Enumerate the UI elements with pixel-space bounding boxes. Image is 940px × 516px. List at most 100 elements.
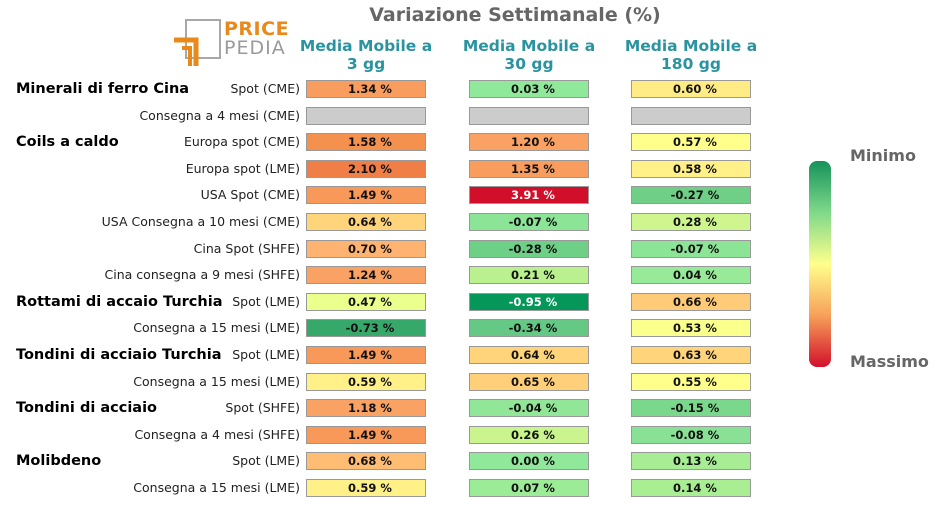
column-header-line2: 30 gg	[504, 55, 554, 73]
value-text: 0.66 %	[673, 294, 717, 309]
row-label: Consegna a 15 mesi (LME)	[133, 480, 300, 495]
value-text: 1.58 %	[348, 135, 392, 150]
value-cell	[306, 106, 426, 125]
value-text: 1.49 %	[348, 188, 392, 203]
value-text: -0.07 %	[670, 241, 720, 256]
row-label: Spot (LME)	[232, 347, 300, 362]
row-label: Consegna a 15 mesi (LME)	[133, 320, 300, 336]
value-cell: 0.59 %	[306, 479, 426, 497]
value-text: 1.34 %	[348, 82, 392, 96]
row-label: Spot (SHFE)	[225, 400, 300, 416]
column-header-line1: Media Mobile a	[624, 37, 758, 55]
value-text: 1.35 %	[511, 161, 555, 176]
column-header-line1: Media Mobile a	[299, 37, 433, 55]
value-text: 0.00 %	[511, 454, 555, 469]
row-label: Europa spot (CME)	[183, 134, 300, 150]
value-text: 0.03 %	[511, 82, 555, 96]
value-text: 1.49 %	[348, 427, 392, 442]
value-text: 0.21 %	[511, 268, 555, 283]
row-label: USA Consegna a 10 mesi (CME)	[101, 214, 300, 229]
value-cell: 0.00 %	[469, 452, 589, 471]
value-text: 0.65 %	[511, 374, 555, 389]
value-cell: 0.64 %	[306, 213, 426, 231]
column-header-2: Media Mobile a 30 gg	[454, 37, 604, 73]
value-text: 0.64 %	[511, 348, 555, 362]
row-label: Spot (LME)	[232, 293, 300, 309]
row-label: Consegna a 15 mesi (LME)	[133, 373, 300, 389]
value-cell: -0.95 %	[469, 292, 589, 311]
value-text: 0.64 %	[348, 215, 392, 229]
value-text: -0.15 %	[670, 401, 720, 416]
value-cell: 0.13 %	[631, 452, 751, 471]
value-text: 1.24 %	[348, 268, 392, 283]
value-text: 0.04 %	[673, 268, 717, 283]
value-cell: 0.28 %	[631, 213, 751, 231]
value-cell: -0.08 %	[631, 425, 751, 444]
row-label: Consegna a 4 mesi (CME)	[139, 107, 300, 123]
value-text: 0.57 %	[673, 135, 717, 150]
group-label: Molibdeno	[16, 453, 102, 470]
value-text: 0.14 %	[673, 481, 717, 495]
value-cell: 0.59 %	[306, 372, 426, 391]
value-text: -0.34 %	[508, 321, 558, 336]
value-text: -0.73 %	[345, 321, 395, 336]
row-label: USA Spot (CME)	[200, 187, 300, 203]
value-text: -0.95 %	[508, 294, 558, 309]
value-cell: 0.65 %	[469, 372, 589, 391]
value-cell: -0.73 %	[306, 319, 426, 338]
row-label: Cina Spot (SHFE)	[193, 240, 300, 256]
value-cell: 0.21 %	[469, 266, 589, 285]
logo-word-price: PRICE	[224, 18, 290, 40]
row-label: Europa spot (LME)	[185, 160, 300, 176]
value-cell: 1.49 %	[306, 186, 426, 205]
value-text: 1.18 %	[348, 401, 392, 416]
column-header-line1: Media Mobile a	[462, 37, 596, 55]
row-label: Consegna a 4 mesi (SHFE)	[134, 426, 300, 442]
chart-title: Variazione Settimanale (%)	[369, 4, 661, 26]
column-header-line2: 180 gg	[661, 55, 721, 73]
group-label: Rottami di accaio Turchia	[16, 293, 223, 310]
value-text: 0.63 %	[673, 348, 717, 362]
value-cell: 3.91 %	[469, 186, 589, 205]
group-label: Tondini di acciaio Turchia	[16, 347, 222, 363]
value-cell: 1.49 %	[306, 346, 426, 364]
value-cell	[469, 106, 589, 125]
value-text: 1.20 %	[511, 135, 555, 150]
value-cell: 0.66 %	[631, 292, 751, 311]
logo-mark-icon	[174, 19, 221, 66]
value-cell: 1.49 %	[306, 425, 426, 444]
pricepedia-logo: PRICE PEDIA	[172, 18, 292, 70]
column-header-3: Media Mobile a 180 gg	[616, 37, 766, 73]
value-cell: 0.14 %	[631, 479, 751, 497]
group-label: Tondini di acciaio	[16, 400, 157, 417]
legend-minimo-label: Minimo	[850, 146, 916, 165]
value-text: 0.59 %	[348, 481, 392, 495]
value-cell: 0.26 %	[469, 425, 589, 444]
value-text: 0.07 %	[511, 481, 555, 495]
value-text: 0.59 %	[348, 374, 392, 389]
value-cell: 0.47 %	[306, 292, 426, 311]
logo-word-pedia: PEDIA	[224, 37, 286, 59]
row-label: Spot (LME)	[232, 453, 300, 469]
value-cell: 0.57 %	[631, 133, 751, 152]
value-cell: 1.58 %	[306, 133, 426, 152]
value-cell: 0.04 %	[631, 266, 751, 285]
column-header-line2: 3 gg	[346, 55, 386, 73]
value-text: 0.13 %	[673, 454, 717, 469]
value-cell: 0.03 %	[469, 80, 589, 98]
value-cell: 0.70 %	[306, 239, 426, 258]
value-cell: 0.63 %	[631, 346, 751, 364]
value-text: 2.10 %	[348, 161, 392, 176]
value-cell: -0.34 %	[469, 319, 589, 338]
value-cell: 0.53 %	[631, 319, 751, 338]
value-text: 0.60 %	[673, 82, 717, 96]
value-cell: 0.60 %	[631, 80, 751, 98]
value-text: 0.26 %	[511, 427, 555, 442]
legend-massimo-label: Massimo	[850, 352, 929, 371]
value-text: 0.55 %	[673, 374, 717, 389]
row-label: Cina consegna a 9 mesi (SHFE)	[104, 267, 300, 283]
row-label: Spot (CME)	[230, 81, 300, 96]
value-text: 3.91 %	[511, 188, 555, 203]
value-text: 0.47 %	[348, 294, 392, 309]
